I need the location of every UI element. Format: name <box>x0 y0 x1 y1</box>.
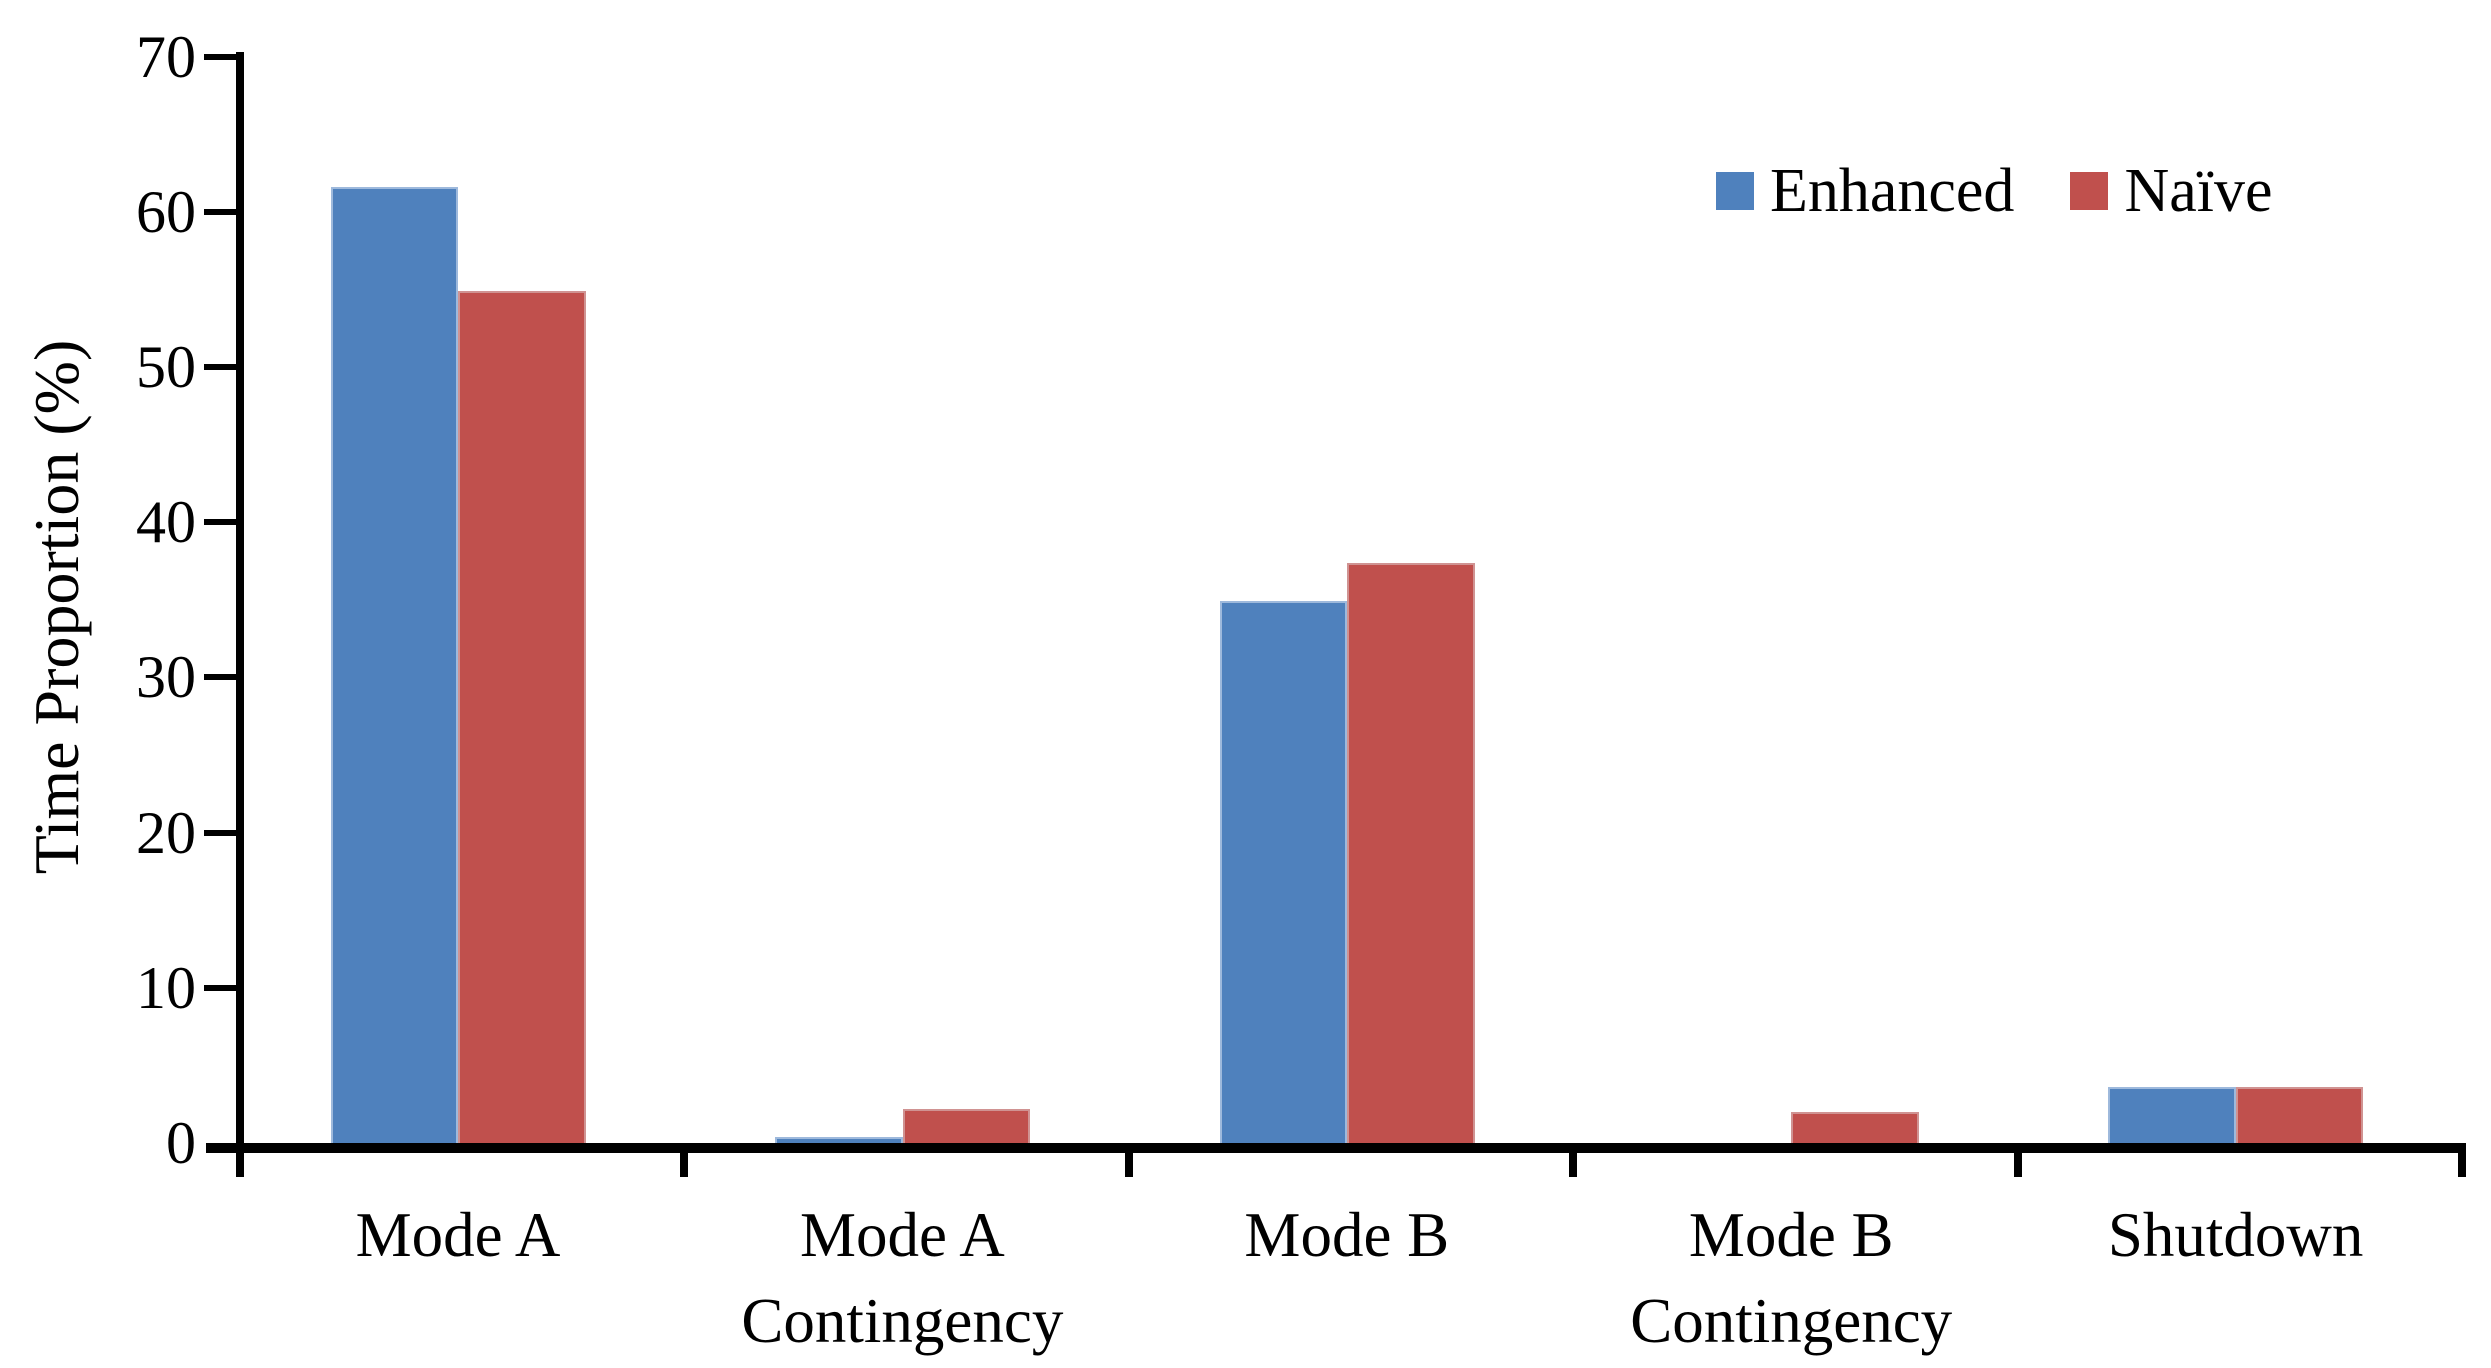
legend-label-enhanced: Enhanced <box>1770 157 2015 225</box>
legend-label-naive: Naïve <box>2124 157 2273 225</box>
y-tick-30 <box>204 674 236 681</box>
bar-na-ve-mode-a <box>458 290 586 1143</box>
y-tick-label-20: 20 <box>136 799 196 866</box>
y-axis-line <box>236 52 244 1153</box>
bar-enhanced-mode-a-contingency <box>775 1136 903 1143</box>
bar-na-ve-mode-b-contingency <box>1791 1111 1919 1143</box>
y-tick-70 <box>204 53 236 60</box>
legend-swatch-naive <box>2070 172 2109 210</box>
y-tick-label-40: 40 <box>136 489 196 556</box>
y-tick-50 <box>204 364 236 370</box>
legend: Enhanced Naïve <box>1716 160 2272 222</box>
y-tick-10 <box>204 984 236 991</box>
x-tick-1 <box>680 1143 689 1177</box>
category-label-mode-a: Mode A <box>355 1200 561 1270</box>
y-tick-60 <box>204 208 236 215</box>
bar-na-ve-mode-b <box>1347 562 1475 1143</box>
x-tick-4 <box>2013 1143 2022 1177</box>
legend-item-enhanced: Enhanced <box>1716 160 2014 222</box>
y-tick-label-30: 30 <box>136 644 196 711</box>
x-tick-0 <box>236 1143 244 1177</box>
legend-item-naive: Naïve <box>2070 160 2272 222</box>
x-tick-3 <box>1569 1143 1578 1177</box>
x-tick-5 <box>2458 1143 2466 1177</box>
category-label-mode-b-contingency: Mode B Contingency <box>1630 1200 1953 1356</box>
bar-enhanced-shutdown <box>2108 1087 2236 1143</box>
category-label-shutdown: Shutdown <box>2107 1200 2364 1270</box>
bar-enhanced-mode-b <box>1219 601 1347 1143</box>
x-tick-2 <box>1124 1143 1133 1177</box>
y-tick-label-70: 70 <box>136 23 196 90</box>
y-tick-label-50: 50 <box>136 334 196 400</box>
bar-enhanced-mode-a <box>330 186 459 1143</box>
x-axis-line <box>206 1143 2462 1153</box>
category-label-mode-b: Mode B <box>1244 1200 1450 1270</box>
category-label-mode-a-contingency: Mode A Contingency <box>741 1200 1064 1356</box>
y-tick-label-0: 0 <box>166 1110 196 1176</box>
legend-swatch-enhanced <box>1716 172 1754 210</box>
y-tick-20 <box>204 829 236 836</box>
bar-na-ve-shutdown <box>2235 1087 2364 1143</box>
bar-na-ve-mode-a-contingency <box>902 1108 1031 1143</box>
y-tick-40 <box>204 519 236 526</box>
y-tick-label-60: 60 <box>136 178 196 245</box>
y-tick-label-10: 10 <box>136 954 196 1021</box>
